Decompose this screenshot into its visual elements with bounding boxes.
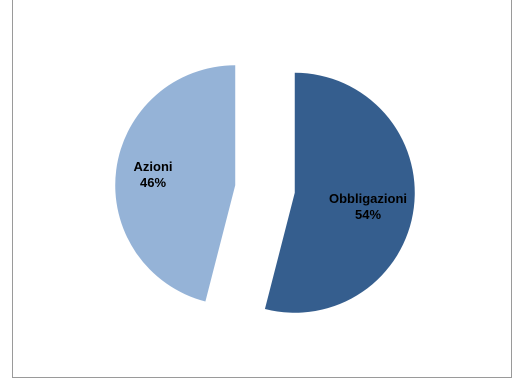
pie-slices: [115, 65, 415, 313]
slice-value-obbligazioni: 54%: [355, 207, 381, 222]
slice-label-azioni: Azioni: [134, 159, 173, 174]
slice-value-azioni: 46%: [140, 175, 166, 190]
pie-slice-azioni: [115, 65, 236, 302]
slice-label-obbligazioni: Obbligazioni: [329, 191, 407, 206]
chart-frame: Obbligazioni 54% Azioni 46%: [12, 0, 512, 378]
pie-slice-obbligazioni: [264, 72, 415, 313]
